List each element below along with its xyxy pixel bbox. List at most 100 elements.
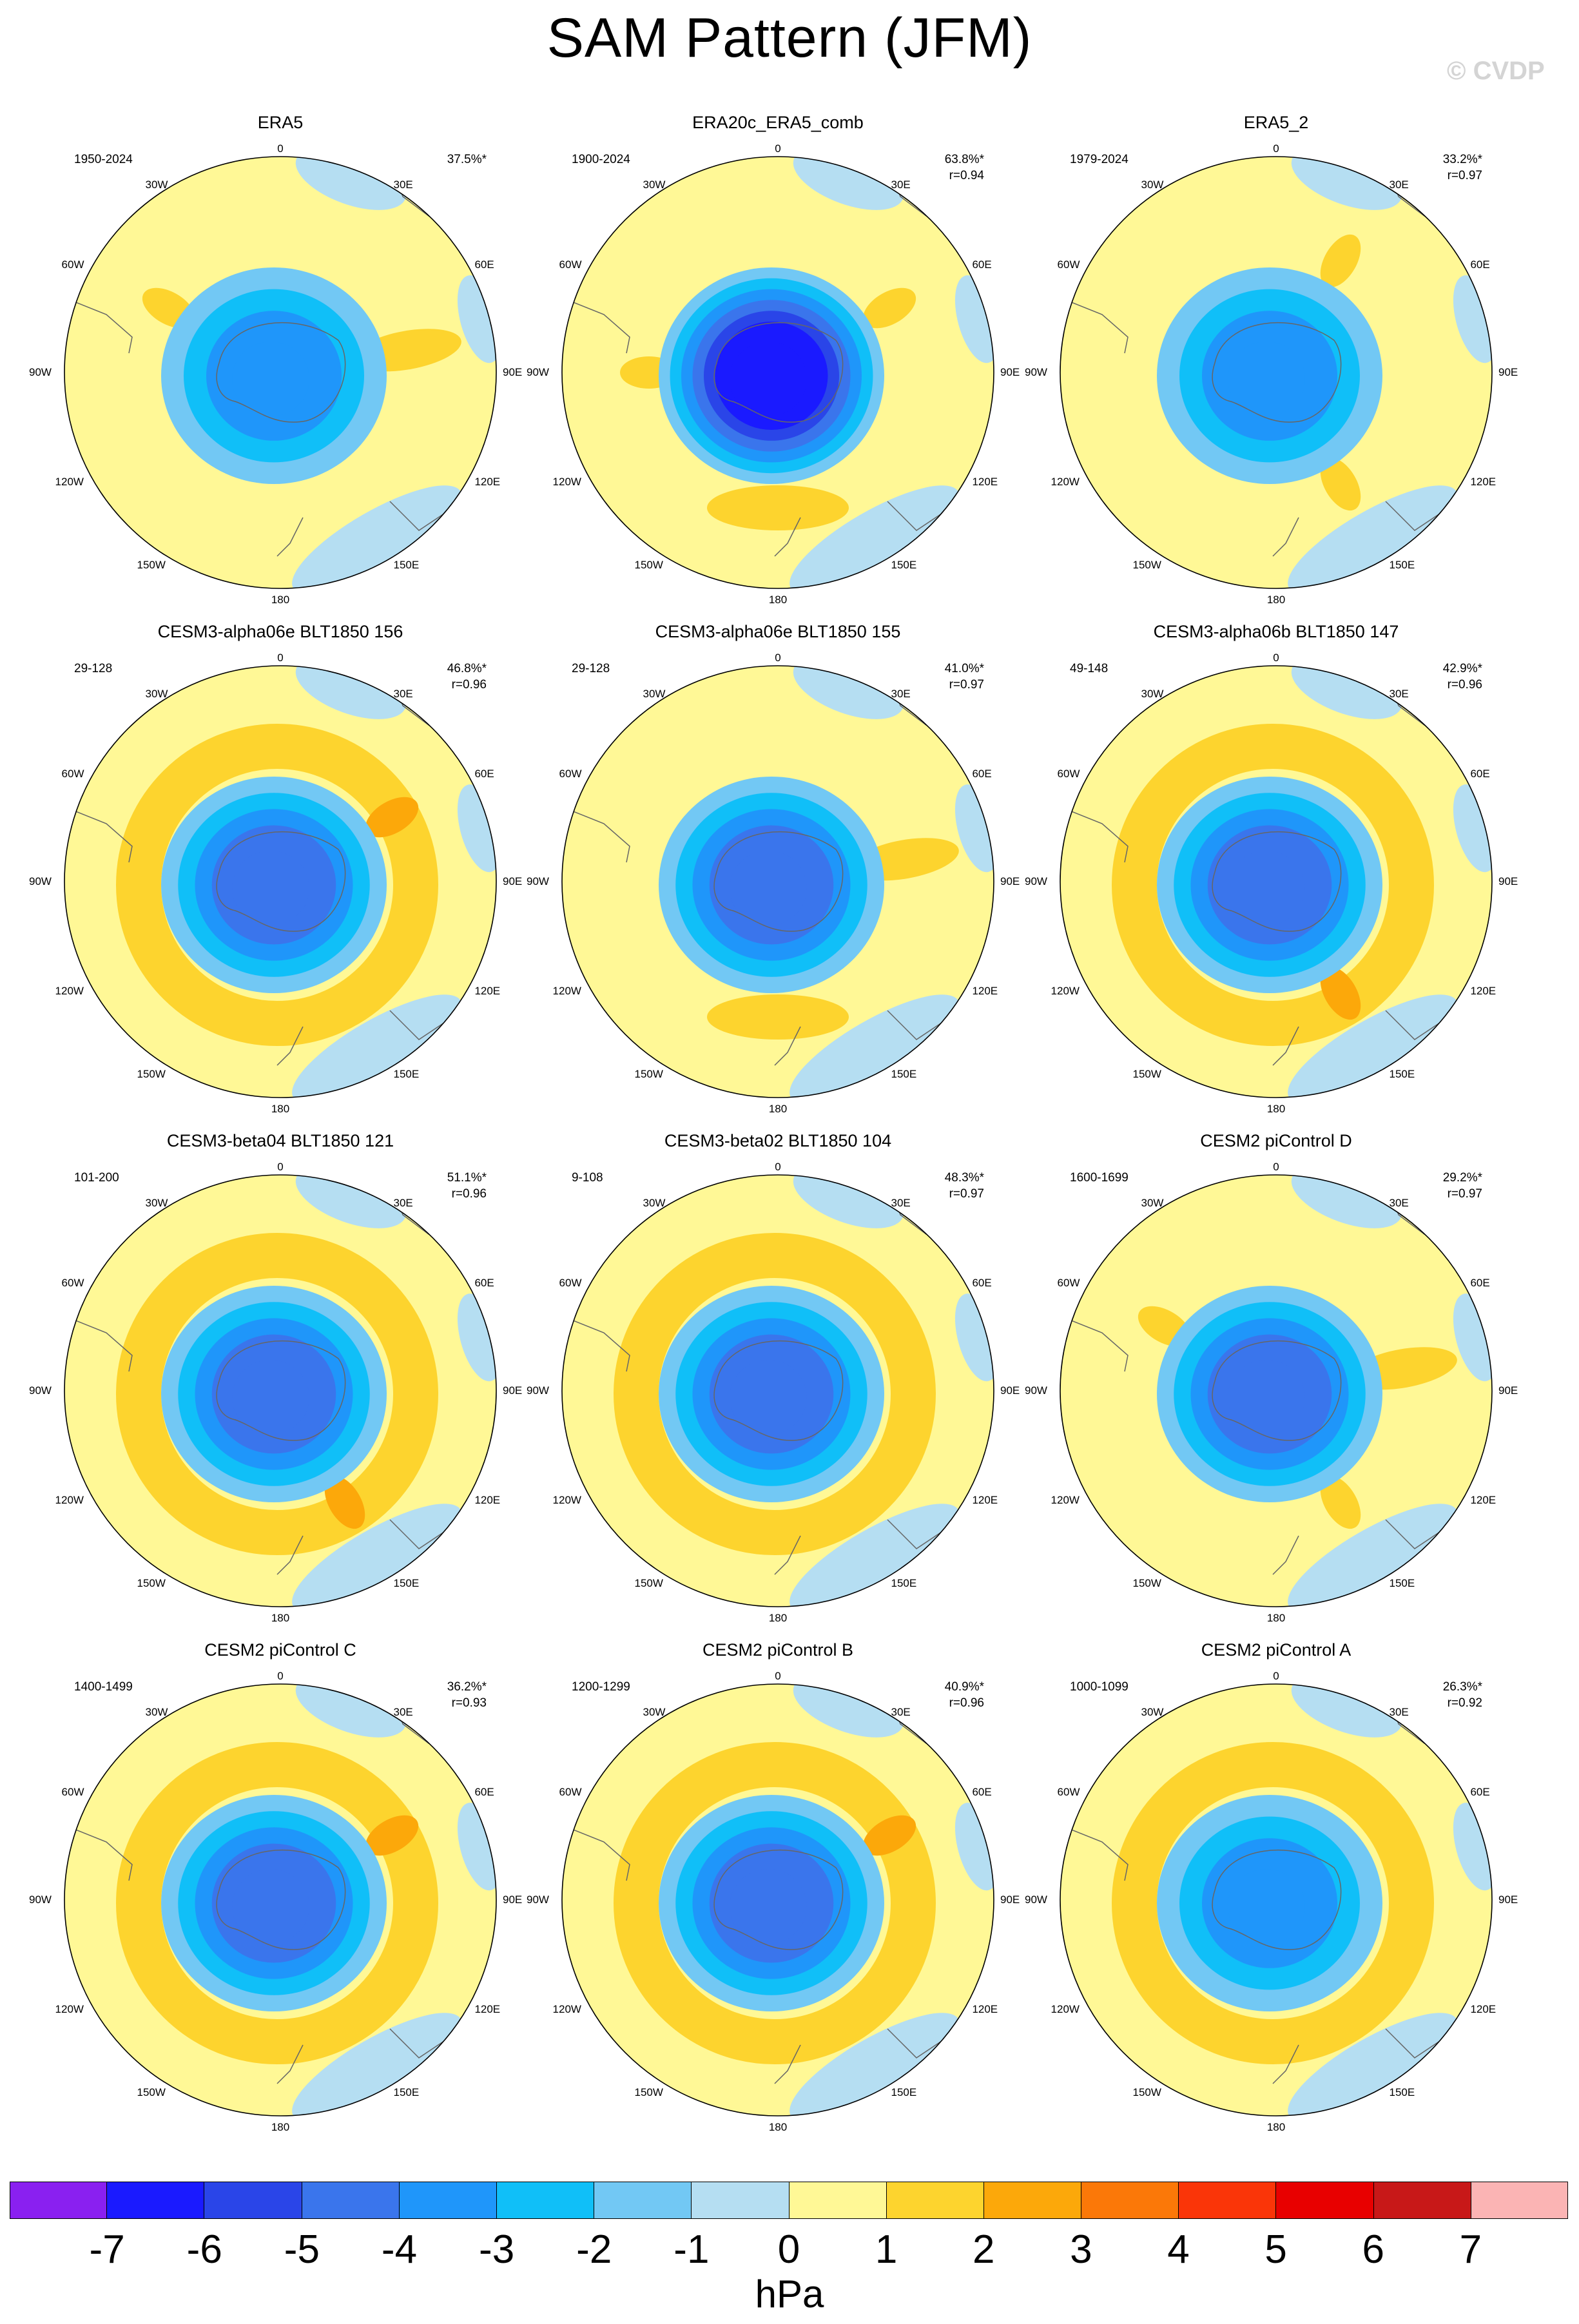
panel-correlation: r=0.97 <box>1447 169 1482 182</box>
negative-core <box>232 342 309 416</box>
panel-variance: 37.5%* <box>447 153 487 166</box>
positive-blob <box>1320 1476 1361 1529</box>
map-fill <box>1060 157 1492 588</box>
positive-blob <box>1320 458 1361 511</box>
panel-period: 1000-1099 <box>1070 1680 1129 1694</box>
longitude-label: 120E <box>474 1493 501 1506</box>
map-border <box>1060 1683 1493 2116</box>
longitude-label: 120W <box>552 984 581 997</box>
negative-patch <box>1291 1684 1402 1738</box>
panel-variance: 48.3%* <box>944 1171 984 1185</box>
longitude-label: 150E <box>1389 1068 1415 1081</box>
panel-period: 9-108 <box>572 1171 603 1185</box>
longitude-label: 0 <box>1273 1161 1279 1173</box>
longitude-label: 30W <box>1141 687 1164 700</box>
longitude-label: 60E <box>972 767 992 780</box>
longitude-label: 30E <box>891 1705 911 1718</box>
antarctica-coastline <box>216 1849 346 1950</box>
colorbar-swatch <box>1275 2182 1373 2219</box>
panel-variance: 63.8%* <box>944 153 984 166</box>
longitude-label: 30W <box>643 1196 666 1209</box>
map-border <box>64 156 497 589</box>
longitude-label: 30E <box>393 1705 413 1718</box>
longitude-label: 30W <box>145 1705 168 1718</box>
map-fill <box>562 1684 994 2116</box>
negative-core <box>232 1869 309 1944</box>
positive-ring <box>614 1742 936 2064</box>
map-border <box>1060 665 1493 1098</box>
longitude-label: 180 <box>768 2121 788 2133</box>
map-border <box>64 1174 497 1607</box>
antarctica-coastline <box>1212 1849 1342 1950</box>
positive-blob <box>324 1476 365 1529</box>
colorbar-tick-label: 0 <box>777 2227 800 2272</box>
longitude-label: 150W <box>137 1068 166 1081</box>
negative-patch <box>1291 157 1402 210</box>
longitude-label: 150E <box>393 1577 420 1590</box>
longitude-label: 30E <box>393 1196 413 1209</box>
panel-period: 1600-1699 <box>1070 1171 1129 1185</box>
map-fill <box>64 666 496 1098</box>
map-panel: ERA5 1950-2024 37.5%* 0 180 90W 90E 30W 30E 60W 60… <box>29 113 532 622</box>
longitude-label: 120E <box>972 984 998 997</box>
colorbar-tick-label: 6 <box>1362 2227 1384 2272</box>
new-zealand-coastline <box>276 1535 304 1575</box>
longitude-label: 90E <box>1498 1893 1518 1906</box>
colorbar-tick-label: -3 <box>479 2227 515 2272</box>
panel-correlation: r=0.97 <box>949 1187 984 1201</box>
positive-blob <box>863 1815 916 1856</box>
new-zealand-coastline <box>1272 517 1299 557</box>
longitude-label: 60W <box>1057 767 1080 780</box>
longitude-label: 30E <box>891 178 911 191</box>
longitude-label: 90W <box>1025 1384 1047 1397</box>
longitude-label: 90E <box>1498 366 1518 378</box>
longitude-label: 120E <box>474 475 501 488</box>
negative-patch <box>292 994 462 1098</box>
panel-title: CESM3-beta02 BLT1850 104 <box>664 1131 892 1150</box>
polar-map <box>561 1683 994 2116</box>
longitude-label: 90W <box>527 366 549 378</box>
negative-patch <box>295 157 407 210</box>
longitude-label: 30E <box>393 178 413 191</box>
panel-title: ERA5 <box>257 113 304 132</box>
map-panel: ERA20c_ERA5_comb 1900-2024 63.8%* r=0.94 0 18… <box>527 113 1029 622</box>
colorbar-swatch <box>301 2182 399 2219</box>
negative-patch <box>292 2013 462 2116</box>
panel-period: 1979-2024 <box>1070 153 1129 166</box>
antarctica-coastline <box>1212 1340 1342 1441</box>
longitude-label: 120E <box>474 984 501 997</box>
colorbar-tick-label: -1 <box>673 2227 710 2272</box>
antarctica-coastline <box>713 1340 844 1441</box>
longitude-label: 150W <box>1132 2086 1161 2099</box>
positive-blob <box>1320 234 1361 287</box>
longitude-label: 30W <box>145 178 168 191</box>
panel-correlation: r=0.96 <box>949 1696 984 1710</box>
longitude-label: 180 <box>1266 1612 1286 1624</box>
positive-arc <box>707 485 849 530</box>
panel-title: CESM3-alpha06e BLT1850 156 <box>157 622 403 641</box>
longitude-label: 60W <box>1057 1785 1080 1798</box>
negative-core <box>1228 851 1305 925</box>
longitude-label: 150E <box>393 559 420 572</box>
positive-ring <box>1112 724 1434 1046</box>
new-zealand-coastline <box>774 1026 801 1066</box>
panel-variance: 33.2%* <box>1442 153 1482 166</box>
longitude-label: 30W <box>643 687 666 700</box>
negative-core <box>1228 1360 1305 1435</box>
negative-patch <box>793 1684 904 1738</box>
longitude-label: 150E <box>1389 559 1415 572</box>
panel-title: CESM2 piControl A <box>1201 1640 1351 1660</box>
longitude-label: 30W <box>145 687 168 700</box>
polar-map <box>1060 1683 1493 2116</box>
longitude-label: 60E <box>474 1276 494 1289</box>
longitude-label: 60W <box>61 1276 84 1289</box>
colorbar-swatch <box>886 2182 983 2219</box>
watermark: © CVDP <box>1447 57 1545 85</box>
negative-patch <box>790 1504 960 1607</box>
panel-variance: 41.0%* <box>944 662 984 675</box>
panel-period: 101-200 <box>74 1171 119 1185</box>
longitude-label: 0 <box>775 1670 781 1682</box>
colorbar-tick-label: 1 <box>875 2227 898 2272</box>
negative-patch <box>1288 2013 1458 2116</box>
map-border <box>1060 156 1493 589</box>
